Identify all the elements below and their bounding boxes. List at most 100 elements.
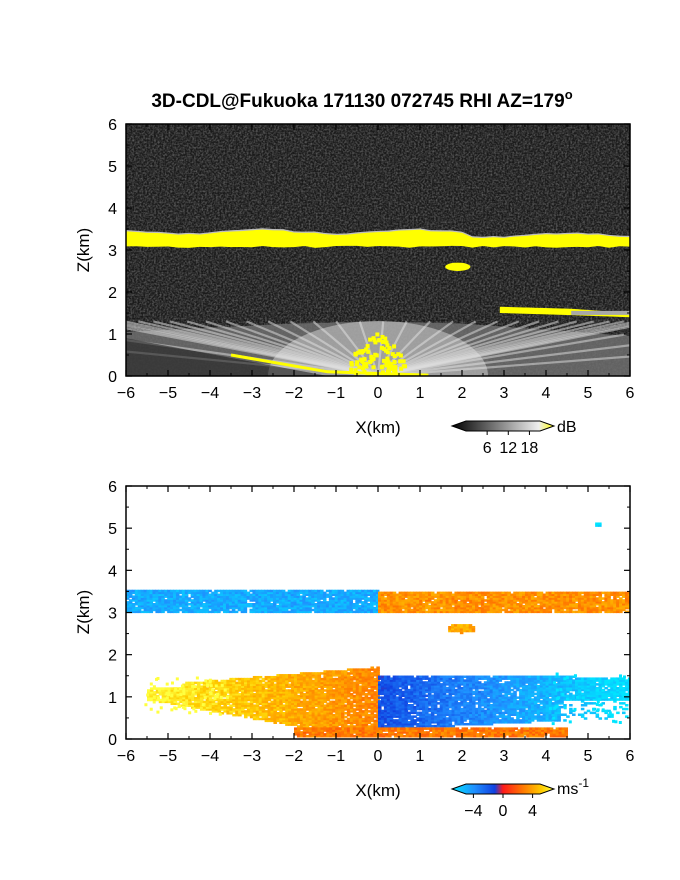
velocity-pixel — [270, 675, 275, 679]
velocity-pixel — [510, 683, 514, 686]
velocity-pixel — [314, 672, 319, 675]
velocity-pixel — [255, 708, 260, 711]
velocity-pixel — [498, 677, 503, 680]
velocity-pixel — [460, 595, 464, 598]
velocity-pixel — [284, 599, 289, 602]
velocity-pixel — [489, 705, 494, 709]
velocity-pixel — [282, 704, 286, 707]
velocity-pixel — [241, 706, 245, 709]
velocity-pixel — [513, 608, 517, 612]
velocity-pixel — [290, 608, 295, 612]
velocity-pixel — [241, 685, 245, 688]
velocity-pixel — [181, 593, 186, 597]
velocity-pixel — [451, 711, 456, 715]
velocity-pixel — [284, 593, 289, 597]
velocity-pixel — [217, 704, 222, 707]
velocity-pixel — [504, 610, 508, 614]
velocity-pixel — [358, 601, 362, 604]
velocity-pixel — [454, 681, 458, 684]
velocity-pixel — [199, 610, 204, 614]
strong-echo-pixel — [385, 358, 390, 363]
velocity-pixel — [229, 683, 233, 687]
velocity-pixel — [383, 702, 388, 705]
velocity-pixel — [472, 606, 476, 610]
velocity-pixel — [317, 599, 321, 602]
velocity-pixel — [545, 593, 550, 597]
velocity-pixel — [246, 593, 251, 597]
velocity-pixel — [214, 591, 218, 595]
velocity-pixel — [489, 679, 494, 682]
velocity-pixel — [338, 702, 342, 706]
velocity-pixel — [341, 717, 345, 721]
velocity-pixel — [433, 721, 438, 724]
velocity-pixel — [155, 610, 159, 614]
velocity-pixel — [352, 687, 357, 690]
velocity-pixel — [337, 595, 342, 598]
velocity-pixel — [364, 685, 369, 688]
velocity-pixel — [398, 606, 403, 610]
velocity-pixel — [261, 685, 266, 688]
velocity-pixel — [226, 691, 230, 694]
velocity-pixel — [343, 689, 348, 692]
velocity-pixel — [358, 677, 363, 681]
velocity-pixel — [439, 692, 444, 696]
velocity-pixel — [193, 608, 198, 612]
velocity-pixel — [320, 683, 324, 687]
velocity-pixel — [193, 593, 198, 597]
velocity-pixel — [278, 591, 283, 595]
velocity-pixel — [416, 704, 420, 707]
velocity-pixel — [445, 690, 450, 694]
velocity-pixel — [510, 603, 514, 606]
velocity-pixel — [352, 677, 357, 681]
velocity-pixel — [273, 679, 277, 683]
velocity-pixel — [507, 715, 511, 718]
velocity-pixel — [607, 597, 611, 600]
velocity-pixel — [358, 721, 363, 724]
velocity-pixel — [533, 597, 538, 600]
velocity-pixel — [317, 721, 322, 724]
velocity-pixel — [501, 696, 506, 699]
velocity-pixel — [380, 685, 385, 688]
velocity-pixel — [419, 694, 423, 698]
velocity-pixel — [258, 599, 262, 602]
velocity-pixel — [323, 706, 327, 709]
velocity-pixel — [296, 675, 301, 679]
velocity-pixel — [498, 685, 503, 688]
velocity-pixel — [358, 725, 363, 728]
velocity-pixel — [214, 603, 218, 606]
velocity-pixel — [419, 698, 423, 701]
velocity-pixel — [442, 685, 447, 688]
velocity-pixel — [454, 601, 458, 604]
velocity-pixel — [152, 606, 156, 610]
velocity-pixel — [483, 681, 488, 684]
velocity-pixel — [433, 610, 438, 614]
velocity-pixel — [480, 608, 485, 612]
velocity-pixel — [205, 696, 210, 700]
velocity-pixel — [545, 591, 550, 595]
velocity-pixel — [329, 675, 333, 679]
velocity-pixel — [270, 706, 275, 709]
velocity-pixel — [361, 687, 366, 690]
velocity-pixel — [427, 599, 432, 602]
velocity-pixel — [291, 712, 295, 715]
velocity-pixel — [466, 606, 470, 610]
velocity-pixel — [604, 591, 608, 595]
velocity-pixel — [457, 604, 461, 608]
velocity-pixel — [413, 604, 417, 608]
velocity-pixel — [267, 693, 272, 696]
velocity-pixel — [314, 713, 319, 717]
velocity-pixel — [472, 705, 476, 709]
velocity-pixel — [349, 725, 354, 728]
velocity-pixel — [401, 591, 406, 595]
velocity-pixel — [361, 608, 365, 612]
velocity-pixel — [427, 715, 432, 718]
velocity-pixel — [335, 710, 339, 713]
velocity-pixel — [311, 603, 315, 606]
velocity-pixel — [211, 606, 215, 610]
y-tick-label: 2 — [108, 285, 117, 302]
velocity-pixel — [302, 677, 307, 681]
velocity-pixel — [489, 692, 494, 696]
velocity-pixel — [355, 685, 360, 688]
velocity-pixel — [246, 604, 251, 608]
velocity-pixel — [211, 683, 216, 687]
